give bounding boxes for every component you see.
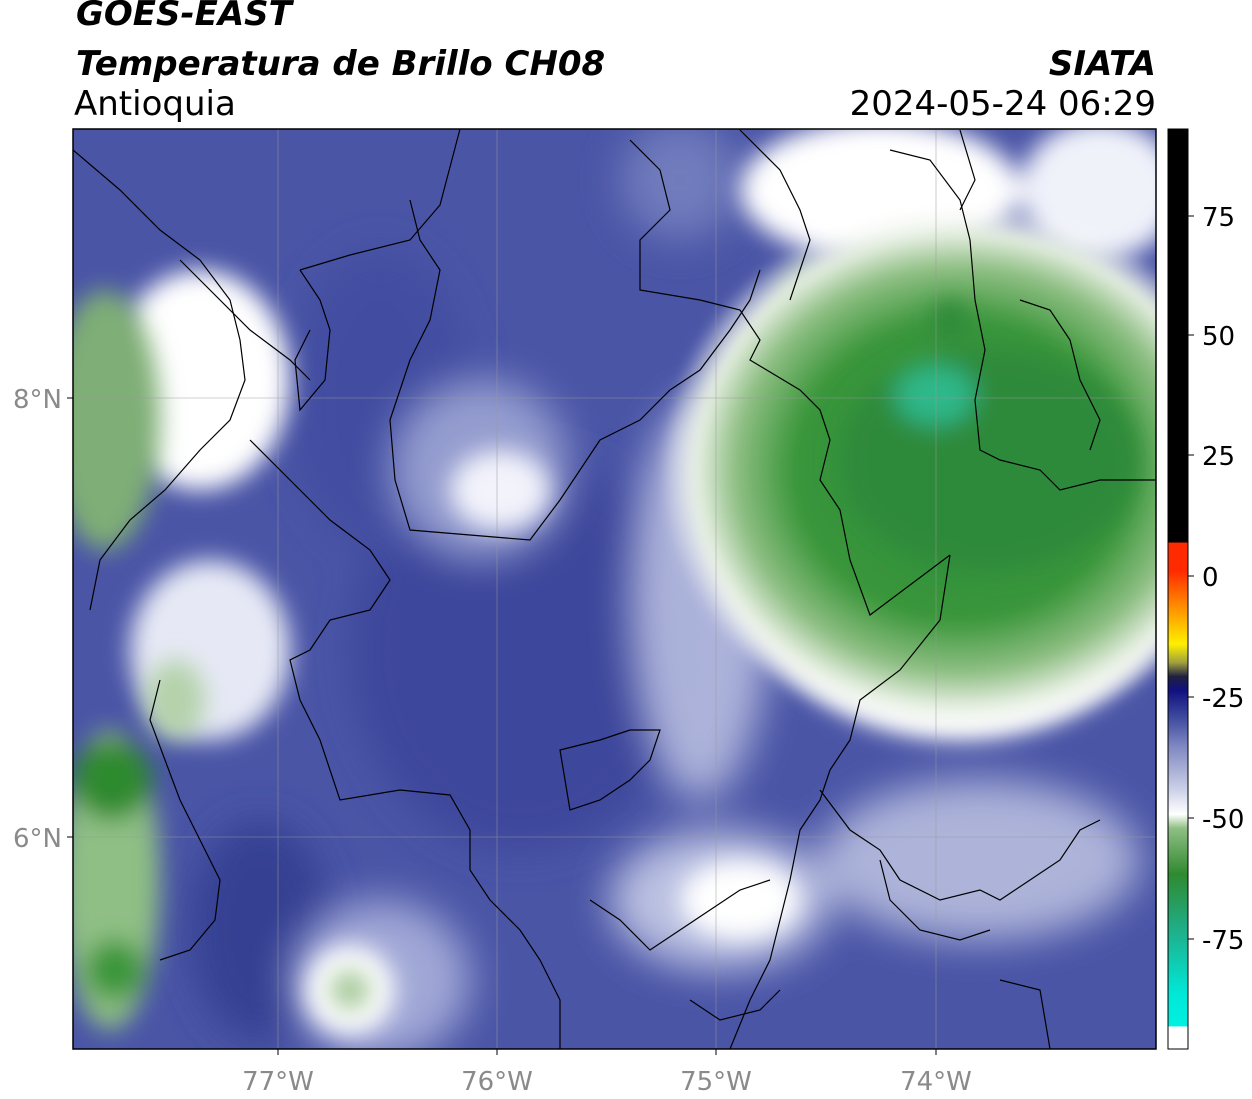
product-title: Temperatura de Brillo CH08 xyxy=(76,44,606,84)
lon-tick-label: 77°W xyxy=(242,1067,314,1097)
latitude-ticks: 8°N 6°N xyxy=(13,385,73,854)
administrative-boundaries xyxy=(73,129,1156,1049)
lon-tick-label: 75°W xyxy=(680,1067,752,1097)
colorbar-tick-label: 75 xyxy=(1202,203,1235,233)
agency-label: SIATA xyxy=(1048,44,1156,84)
graticule xyxy=(73,129,1156,1049)
colorbar-ticks: 75 50 25 0 -25 -50 -75 xyxy=(1188,203,1244,956)
lat-tick-label: 6°N xyxy=(13,824,62,854)
lon-tick-label: 76°W xyxy=(461,1067,533,1097)
longitude-ticks: 77°W 76°W 75°W 74°W xyxy=(242,1049,972,1097)
brightness-temperature-field xyxy=(73,129,1156,1049)
map-frame xyxy=(72,128,1157,1050)
colorbar-tick-label: 50 xyxy=(1202,322,1235,352)
colorbar-tick-label: -75 xyxy=(1202,926,1244,956)
datetime-label: 2024-05-24 06:29 xyxy=(849,84,1156,124)
colorbar-tick-label: -50 xyxy=(1202,805,1244,835)
colorbar-tick-label: 0 xyxy=(1202,563,1219,593)
colorbar-tick-label: -25 xyxy=(1202,684,1244,714)
colorbar xyxy=(1167,128,1189,1050)
region-label: Antioquia xyxy=(74,84,236,124)
colorbar-tick-label: 25 xyxy=(1202,442,1235,472)
lat-tick-label: 8°N xyxy=(13,385,62,415)
lon-tick-label: 74°W xyxy=(900,1067,972,1097)
satellite-title: GOES-EAST xyxy=(76,0,292,34)
